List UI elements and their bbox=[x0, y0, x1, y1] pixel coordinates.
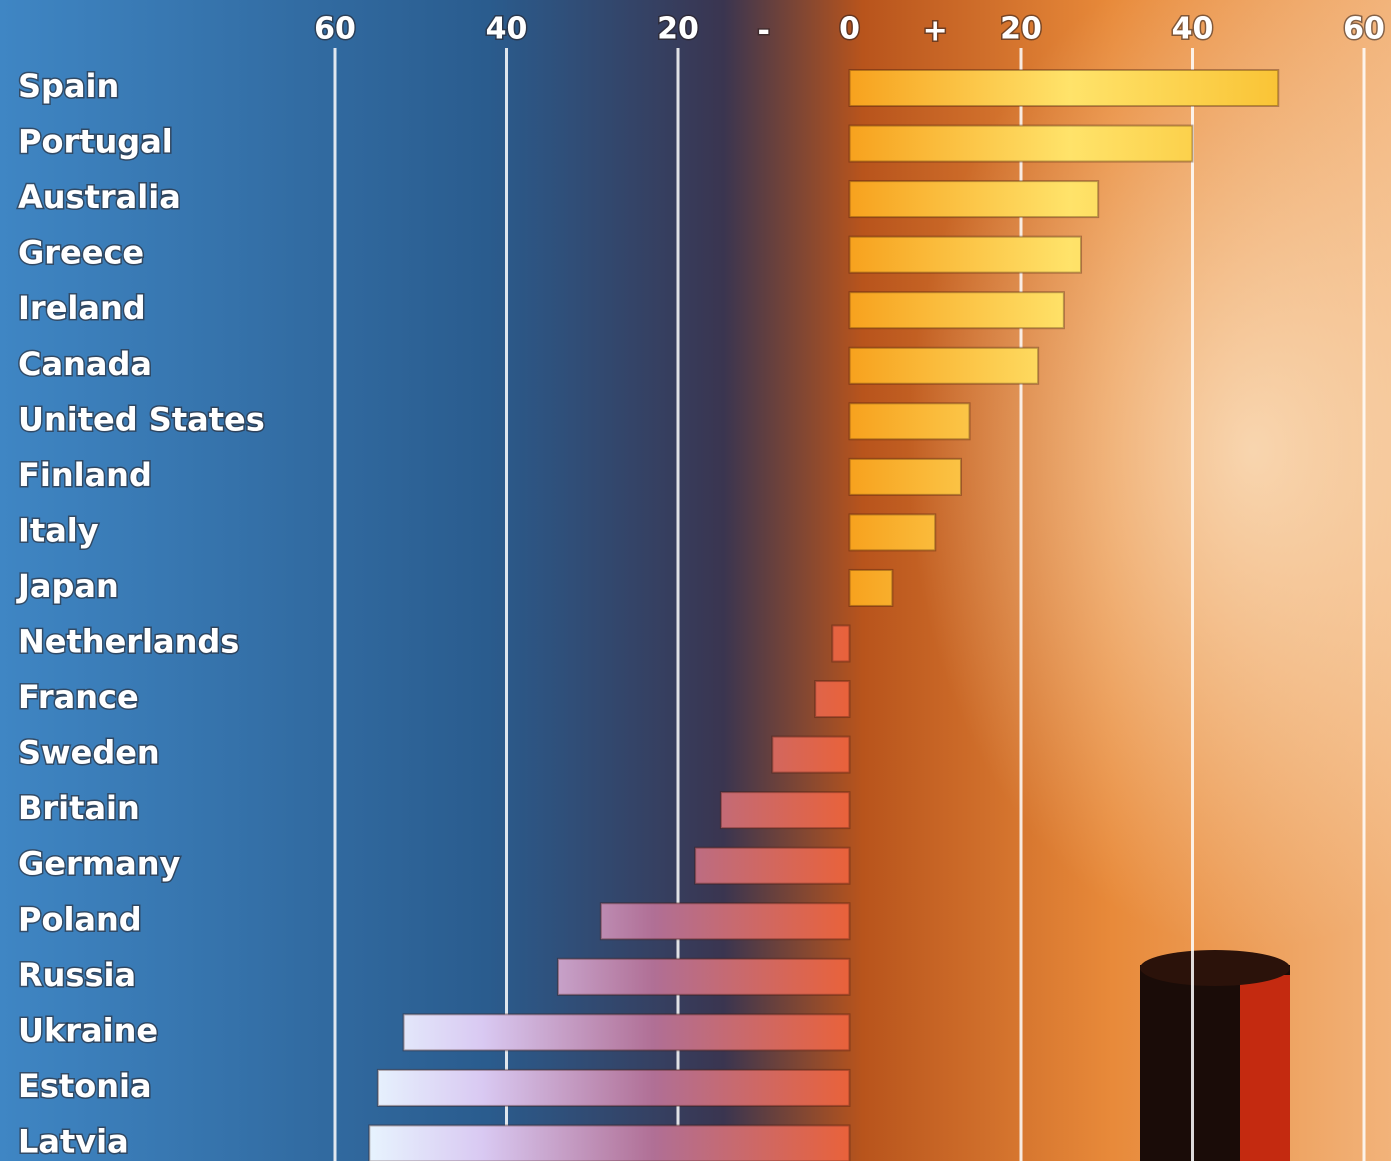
bar bbox=[848, 568, 894, 607]
category-label: Australia bbox=[18, 178, 181, 216]
category-label: Poland bbox=[18, 900, 142, 938]
bar bbox=[599, 902, 851, 941]
category-label: Netherlands bbox=[18, 623, 239, 661]
chimney-side bbox=[1240, 975, 1290, 1161]
x-tick-label: 60 bbox=[314, 12, 356, 47]
x-tick-label: 20 bbox=[657, 12, 699, 47]
bar bbox=[719, 791, 851, 830]
category-label: Portugal bbox=[18, 123, 173, 161]
bar bbox=[556, 957, 851, 996]
category-label: Sweden bbox=[18, 734, 160, 772]
category-label: Germany bbox=[18, 845, 180, 883]
bar bbox=[402, 1013, 851, 1052]
category-label: Canada bbox=[18, 345, 152, 383]
bar bbox=[814, 680, 851, 719]
bar bbox=[771, 735, 851, 774]
category-label: Russia bbox=[18, 956, 136, 994]
x-tick-label: 40 bbox=[486, 12, 528, 47]
category-label: Ukraine bbox=[18, 1011, 158, 1049]
smoke bbox=[700, 0, 1391, 1000]
x-tick-label: 20 bbox=[1000, 12, 1042, 47]
category-label: Finland bbox=[18, 456, 152, 494]
bar bbox=[848, 291, 1065, 330]
category-label: Japan bbox=[16, 567, 119, 605]
bar bbox=[848, 69, 1280, 107]
bar bbox=[848, 124, 1194, 163]
bar bbox=[694, 846, 851, 885]
chimney-top bbox=[1140, 950, 1290, 986]
bar bbox=[848, 180, 1100, 219]
category-label: Ireland bbox=[18, 289, 146, 327]
category-label: France bbox=[18, 678, 139, 716]
x-tick-label: 0 bbox=[839, 12, 860, 47]
x-tick-label: 40 bbox=[1172, 12, 1214, 47]
bar bbox=[848, 513, 937, 552]
category-label: Britain bbox=[18, 789, 140, 827]
sign-label: - bbox=[758, 14, 770, 49]
bar bbox=[848, 235, 1083, 274]
x-tick-label: 60 bbox=[1343, 12, 1385, 47]
category-label: Spain bbox=[18, 67, 119, 105]
category-label: Estonia bbox=[18, 1067, 152, 1105]
sign-label: + bbox=[923, 14, 948, 49]
bar bbox=[831, 624, 851, 663]
category-label: Greece bbox=[18, 234, 144, 272]
bar bbox=[376, 1068, 851, 1107]
category-label: Latvia bbox=[18, 1122, 129, 1160]
bar bbox=[368, 1124, 851, 1161]
category-label: United States bbox=[18, 400, 265, 438]
category-label: Italy bbox=[18, 511, 99, 549]
bar bbox=[848, 402, 971, 441]
bar bbox=[848, 346, 1040, 385]
bar bbox=[848, 457, 962, 496]
